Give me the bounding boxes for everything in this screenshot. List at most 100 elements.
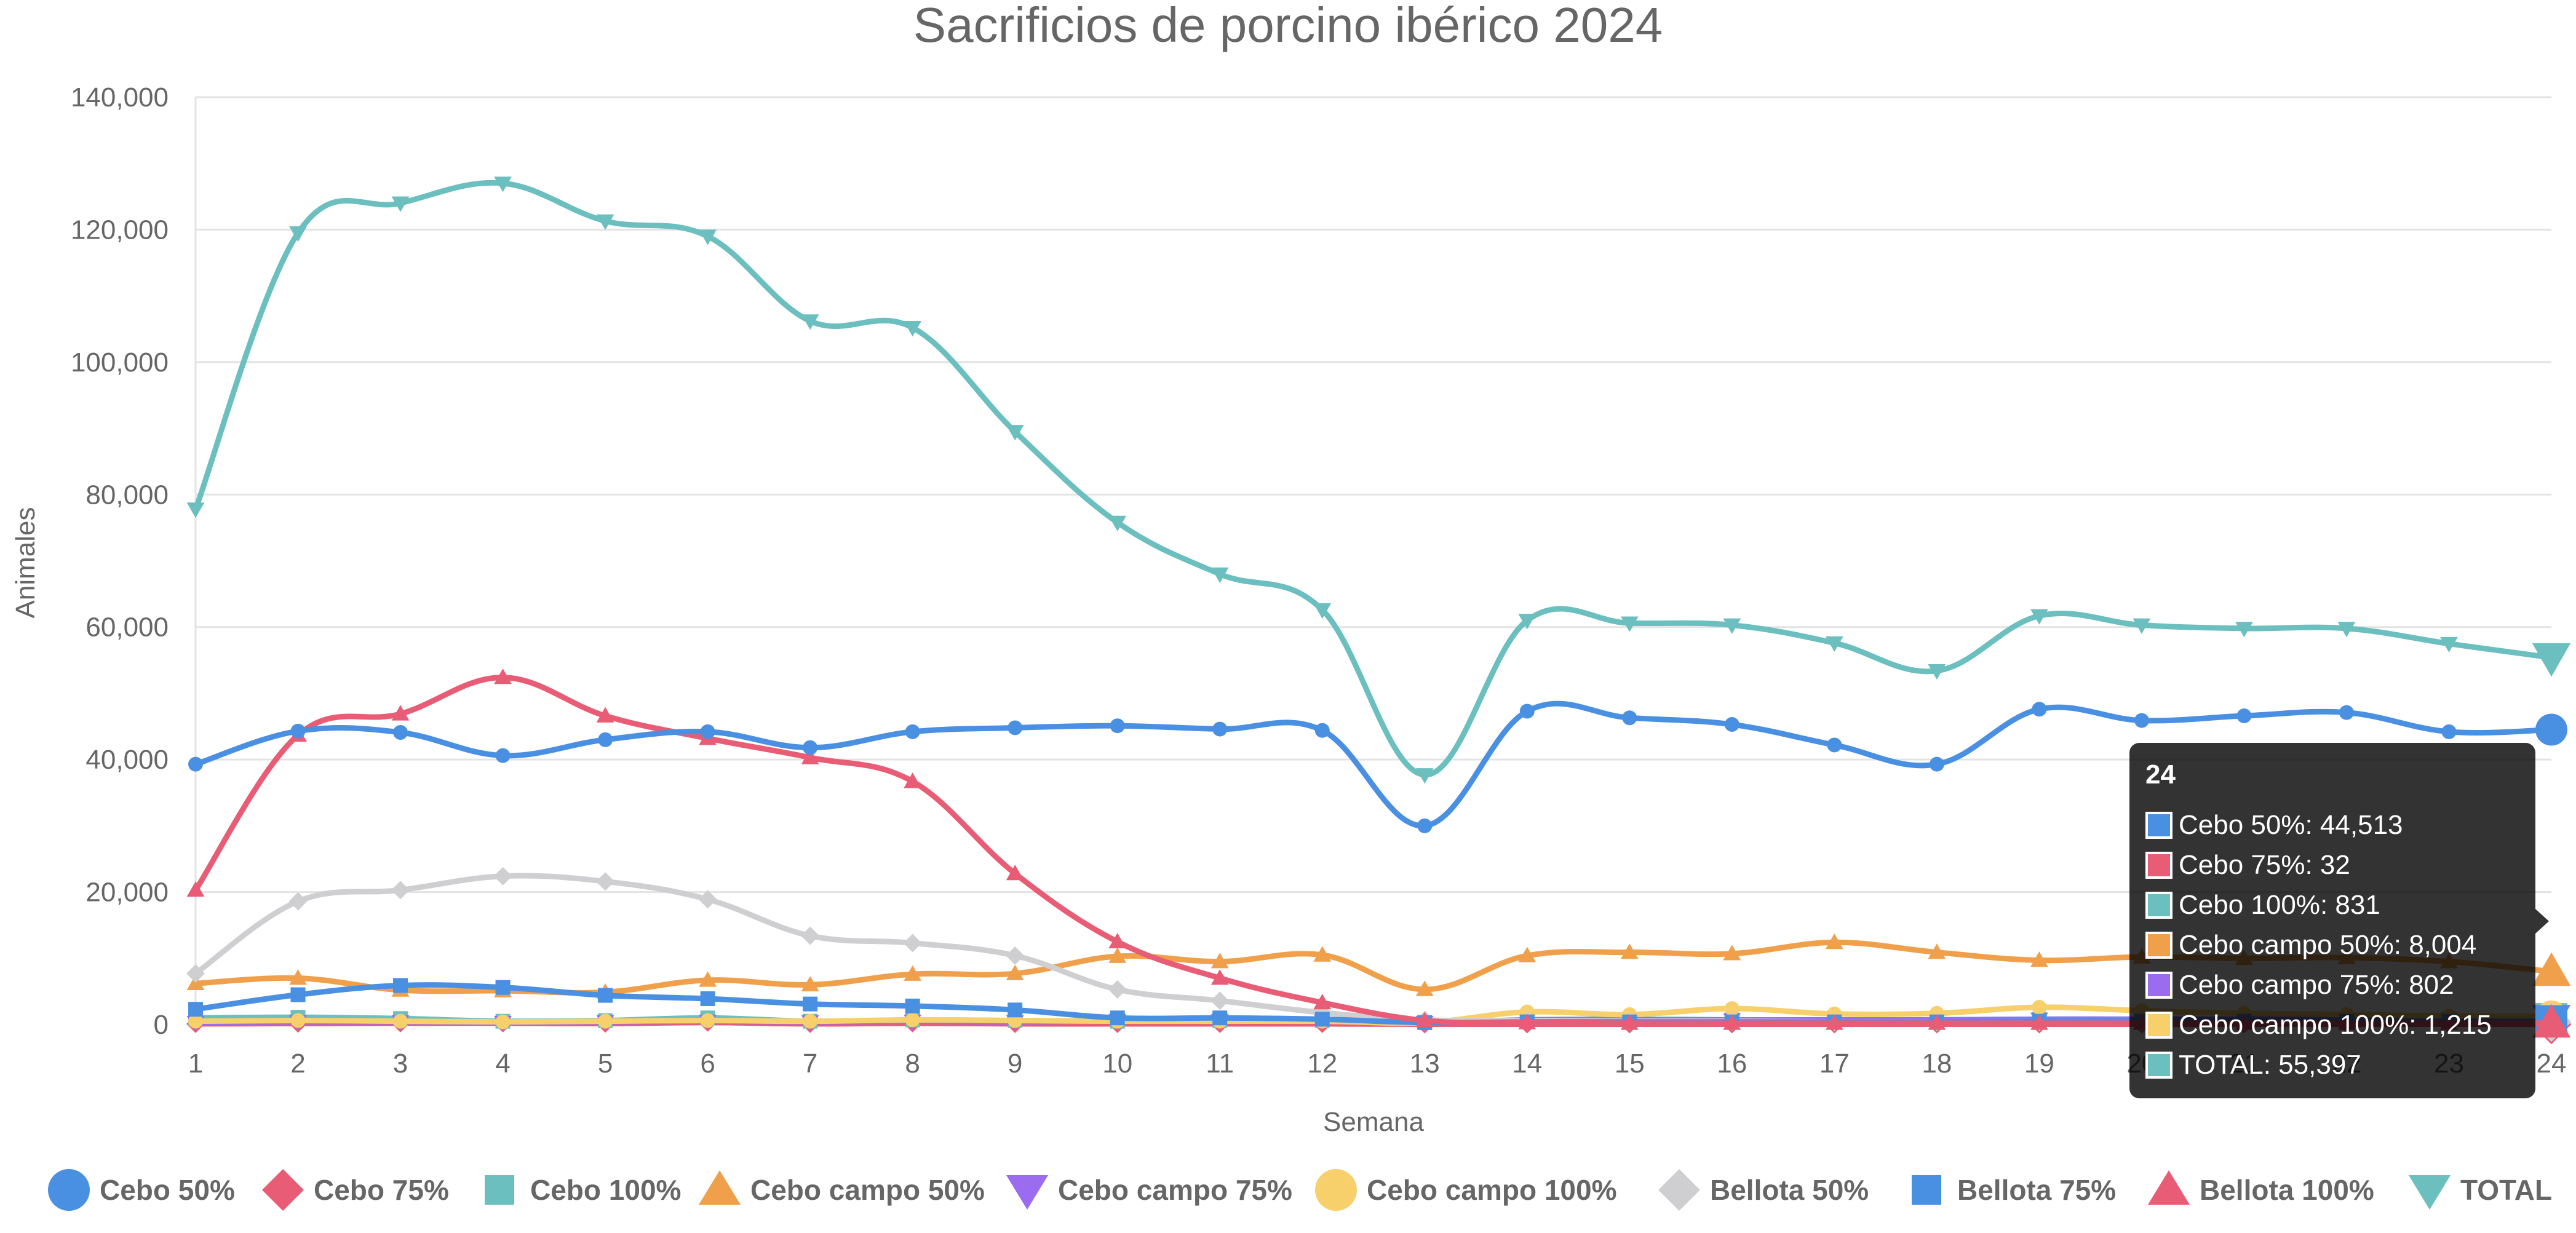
data-point[interactable] xyxy=(2532,643,2571,677)
data-point[interactable] xyxy=(1518,1013,1536,1029)
data-point[interactable] xyxy=(391,705,410,721)
data-point[interactable] xyxy=(904,965,922,981)
data-point[interactable] xyxy=(801,975,819,992)
series-line[interactable] xyxy=(193,180,2554,778)
data-point[interactable] xyxy=(393,978,408,993)
data-point[interactable] xyxy=(2030,609,2048,625)
legend-item-bellota-100[interactable]: Bellota 100% xyxy=(2148,1170,2374,1206)
data-point[interactable] xyxy=(1212,1010,1228,1026)
data-point[interactable] xyxy=(1519,704,1535,719)
data-point[interactable] xyxy=(2133,618,2151,634)
data-point[interactable] xyxy=(1212,721,1228,737)
data-point[interactable] xyxy=(1313,603,1332,619)
data-point[interactable] xyxy=(493,866,512,886)
data-point[interactable] xyxy=(1314,723,1330,738)
data-point[interactable] xyxy=(904,772,922,788)
data-point[interactable] xyxy=(1415,980,1434,996)
data-point[interactable] xyxy=(2236,708,2252,724)
data-point[interactable] xyxy=(1928,943,1946,959)
data-point[interactable] xyxy=(1723,618,1741,634)
data-point[interactable] xyxy=(2532,952,2571,986)
data-point[interactable] xyxy=(393,724,408,740)
data-point[interactable] xyxy=(1825,636,1843,652)
data-point[interactable] xyxy=(1928,1014,1946,1030)
data-point[interactable] xyxy=(1108,980,1127,999)
legend-item-cebo-100[interactable]: Cebo 100% xyxy=(485,1174,681,1206)
data-point[interactable] xyxy=(1314,1012,1330,1027)
data-point[interactable] xyxy=(2030,1014,2048,1030)
data-point[interactable] xyxy=(1108,515,1127,531)
data-point[interactable] xyxy=(290,987,306,1002)
data-point[interactable] xyxy=(1210,567,1229,583)
data-point[interactable] xyxy=(494,176,512,192)
data-point[interactable] xyxy=(598,1013,613,1029)
data-point[interactable] xyxy=(495,748,511,763)
data-point[interactable] xyxy=(1006,964,1024,980)
data-point[interactable] xyxy=(2134,713,2149,728)
data-point[interactable] xyxy=(2032,702,2047,717)
data-point[interactable] xyxy=(1210,953,1229,969)
legend-item-cebo-50[interactable]: Cebo 50% xyxy=(48,1169,235,1211)
data-point[interactable] xyxy=(1620,616,1639,632)
legend-item-bellota-50[interactable]: Bellota 50% xyxy=(1658,1169,1869,1211)
data-point[interactable] xyxy=(903,934,922,953)
data-point[interactable] xyxy=(391,196,410,212)
data-point[interactable] xyxy=(289,226,307,242)
data-point[interactable] xyxy=(2337,622,2356,638)
legend-item-total[interactable]: TOTAL xyxy=(2409,1174,2552,1210)
data-point[interactable] xyxy=(1006,425,1024,441)
data-point[interactable] xyxy=(803,996,818,1012)
data-point[interactable] xyxy=(290,723,306,739)
data-point[interactable] xyxy=(1724,1001,1739,1017)
data-point[interactable] xyxy=(2032,999,2047,1015)
data-point[interactable] xyxy=(803,1013,818,1029)
data-point[interactable] xyxy=(1313,946,1332,962)
data-point[interactable] xyxy=(1006,946,1025,965)
data-point[interactable] xyxy=(1008,1002,1023,1018)
data-point[interactable] xyxy=(699,971,717,987)
data-point[interactable] xyxy=(801,314,819,330)
data-point[interactable] xyxy=(700,1013,715,1028)
data-point[interactable] xyxy=(1518,614,1536,630)
data-point[interactable] xyxy=(188,1002,203,1017)
data-point[interactable] xyxy=(905,724,920,739)
data-point[interactable] xyxy=(905,1012,920,1028)
data-point[interactable] xyxy=(1723,945,1741,961)
data-point[interactable] xyxy=(2339,705,2354,720)
data-point[interactable] xyxy=(1210,969,1229,985)
data-point[interactable] xyxy=(904,321,922,337)
data-point[interactable] xyxy=(598,988,613,1003)
data-point[interactable] xyxy=(1620,943,1639,959)
data-point[interactable] xyxy=(1518,946,1536,962)
data-point[interactable] xyxy=(698,890,717,909)
data-point[interactable] xyxy=(1827,737,1842,753)
data-point[interactable] xyxy=(1620,1014,1639,1030)
data-point[interactable] xyxy=(290,1013,306,1028)
data-point[interactable] xyxy=(495,980,511,995)
data-point[interactable] xyxy=(2535,713,2567,746)
data-point[interactable] xyxy=(1008,720,1023,735)
legend-item-bellota-75[interactable]: Bellota 75% xyxy=(1912,1174,2116,1206)
data-point[interactable] xyxy=(1825,1014,1843,1030)
legend-item-cebo-campo-75[interactable]: Cebo campo 75% xyxy=(1006,1174,1292,1210)
data-point[interactable] xyxy=(1110,1010,1125,1026)
data-point[interactable] xyxy=(1108,947,1127,963)
data-point[interactable] xyxy=(905,998,920,1013)
data-point[interactable] xyxy=(1417,818,1433,833)
data-point[interactable] xyxy=(391,881,410,900)
data-point[interactable] xyxy=(288,892,308,911)
data-point[interactable] xyxy=(186,502,205,518)
data-point[interactable] xyxy=(2235,622,2253,638)
data-point[interactable] xyxy=(1723,1014,1741,1030)
legend-item-cebo-campo-50[interactable]: Cebo campo 50% xyxy=(699,1170,985,1206)
data-point[interactable] xyxy=(801,926,820,945)
data-point[interactable] xyxy=(188,756,203,772)
data-point[interactable] xyxy=(1724,717,1739,732)
data-point[interactable] xyxy=(289,969,307,985)
legend-item-cebo-campo-100[interactable]: Cebo campo 100% xyxy=(1315,1169,1616,1211)
data-point[interactable] xyxy=(801,748,819,764)
data-point[interactable] xyxy=(186,881,205,897)
data-point[interactable] xyxy=(1108,932,1127,949)
data-point[interactable] xyxy=(1210,991,1230,1010)
data-point[interactable] xyxy=(1928,664,1946,680)
